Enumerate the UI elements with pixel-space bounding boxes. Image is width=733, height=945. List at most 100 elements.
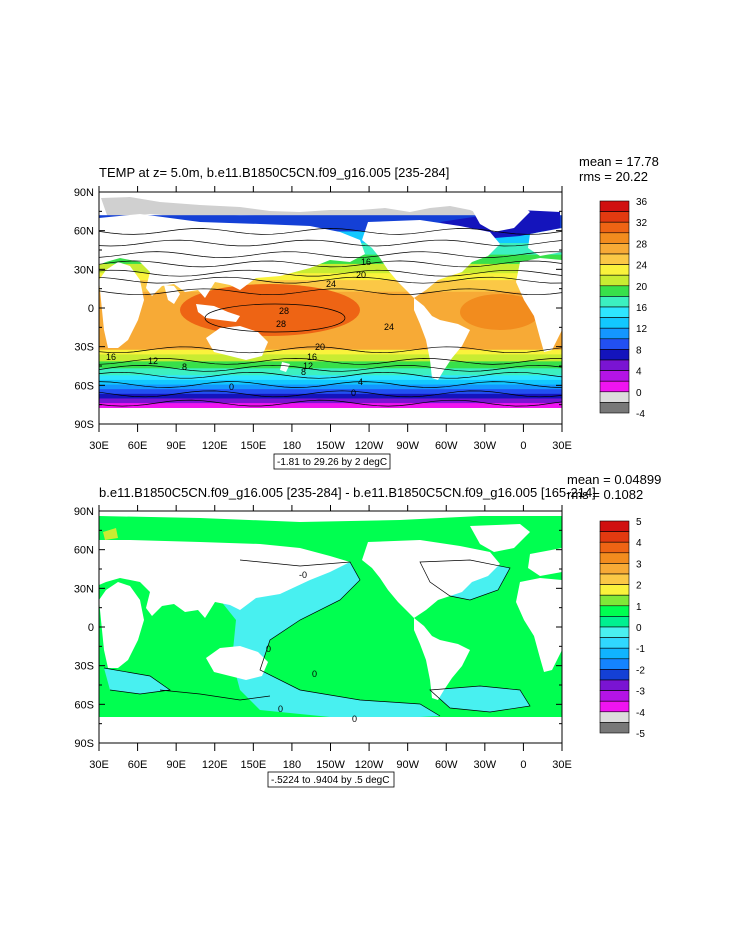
- sst-band: [99, 361, 562, 369]
- mean-label: mean = 17.78: [579, 154, 659, 169]
- lon-label: 150W: [316, 759, 345, 771]
- contour-label: 16: [106, 352, 116, 362]
- panel-title: TEMP at z= 5.0m, b.e11.B1850C5CN.f09_g16…: [99, 165, 449, 180]
- lon-label: 90W: [396, 759, 419, 771]
- warm-region: [460, 294, 540, 330]
- contour-line: [99, 399, 562, 407]
- mean-label: mean = 0.04899: [567, 472, 661, 487]
- contour-line: [419, 559, 511, 601]
- colorbar-box: [599, 679, 630, 691]
- colorbar-box: [599, 264, 630, 276]
- colorbar-label: -3: [636, 687, 645, 698]
- colorbar-box: [599, 327, 630, 340]
- lon-label: 60E: [128, 759, 148, 771]
- map-plot-area: [99, 192, 562, 424]
- colorbar-box: [599, 296, 630, 308]
- svg-text:-1.81 to 29.26 by 2 degC: -1.81 to 29.26 by 2 degC: [277, 457, 387, 468]
- colorbar-box: [599, 391, 630, 403]
- svg-text:-.5224 to .9404 by .5 degC: -.5224 to .9404 by .5 degC: [271, 775, 389, 786]
- contour-label: 0: [352, 714, 357, 724]
- contour-line: [99, 390, 562, 398]
- lat-label: 90N: [74, 506, 94, 518]
- colorbar-box: [599, 370, 630, 382]
- colorbar-box: [599, 380, 630, 393]
- contour-line: [99, 288, 562, 296]
- contour-line: [99, 381, 562, 388]
- contour-label-group: 16 20 24 28 28 24 20 16 12 8 16 12 8 4 0…: [106, 257, 394, 398]
- colorbar-label: 28: [636, 239, 648, 250]
- sst-band: [99, 389, 562, 395]
- colorbar-box: [599, 722, 630, 734]
- colorbar-box: [599, 637, 630, 649]
- sst-band: [99, 398, 562, 404]
- sst-band: [99, 379, 562, 386]
- colorbar-label: 4: [636, 538, 642, 549]
- colorbar-box: [599, 563, 630, 575]
- lon-label: 120W: [355, 759, 384, 771]
- colorbar-box: [599, 690, 630, 702]
- lon-label: 150E: [240, 759, 266, 771]
- lon-label: 30E: [552, 759, 572, 771]
- colorbar-label: 8: [636, 345, 642, 356]
- colorbar-label: 2: [636, 581, 642, 592]
- colorbar-label: 20: [636, 282, 648, 293]
- lon-label: 0: [520, 759, 526, 771]
- contour-label: 20: [356, 270, 366, 280]
- lon-label: 60W: [435, 759, 458, 771]
- contour-label: 24: [326, 279, 336, 289]
- colorbar-label: 0: [636, 388, 642, 399]
- lat-label: 90S: [74, 419, 94, 431]
- contour-label: 12: [303, 361, 313, 371]
- colorbar-box: [599, 520, 630, 532]
- lon-label: 30W: [474, 759, 497, 771]
- contour-label: -0: [299, 570, 307, 580]
- lon-labels: 30E 60E 90E 120E 150E 180 150W 120W 90W 60W 30W 0 30…: [89, 440, 572, 452]
- range-box: -1.81 to 29.26 by 2 degC: [273, 453, 391, 470]
- contour-label: 28: [276, 319, 286, 329]
- land: [99, 511, 562, 743]
- sst-panel: TEMP at z= 5.0m, b.e11.B1850C5CN.f09_g16…: [74, 154, 659, 470]
- lat-label: 30S: [74, 661, 94, 673]
- contour-line: [99, 269, 562, 277]
- contour-label: 16: [361, 257, 371, 267]
- colorbar: 5 4 3 2 1 0 -1 -2 -3 -4 -5: [599, 517, 645, 740]
- contour-label: 8: [301, 367, 306, 377]
- panel-title: b.e11.B1850C5CN.f09_g16.005 [235-284] - …: [99, 485, 596, 500]
- lat-label: 60N: [74, 545, 94, 557]
- lon-label: 150W: [316, 440, 345, 452]
- contour-label: 0: [278, 704, 283, 714]
- contour-line: [239, 559, 441, 717]
- lat-label: 60S: [74, 699, 94, 711]
- contour-label-group: 0 0 0 0 -0: [266, 570, 357, 724]
- lon-label: 30E: [89, 440, 109, 452]
- colorbar-box: [599, 253, 630, 265]
- colorbar-box: [599, 338, 630, 350]
- colorbar-box: [599, 232, 630, 244]
- lat-label: 90N: [74, 187, 94, 199]
- colorbar-box: [599, 658, 630, 670]
- contour-label: 28: [279, 306, 289, 316]
- contour-label: 16: [307, 352, 317, 362]
- contour-line: [429, 685, 531, 713]
- sst-band: [99, 368, 562, 376]
- axis-ticks: [98, 505, 563, 751]
- lat-label: 30N: [74, 264, 94, 276]
- rms-label: rms = 20.22: [579, 169, 648, 184]
- contour-line: [99, 364, 562, 372]
- sst-band: [99, 273, 562, 281]
- lon-label: 120E: [202, 759, 228, 771]
- colorbar-box: [599, 700, 630, 713]
- contour-line: [103, 667, 171, 695]
- colorbar-box: [599, 573, 630, 585]
- lon-label: 180: [283, 440, 301, 452]
- colorbar-label: 4: [636, 367, 642, 378]
- colorbar-box: [599, 200, 630, 212]
- lat-label: 30N: [74, 583, 94, 595]
- contour-line: [99, 228, 562, 235]
- colorbar-box: [599, 647, 630, 660]
- lon-label: 90E: [166, 759, 186, 771]
- contour-lines: [103, 559, 531, 717]
- axis-ticks: [98, 186, 563, 432]
- sst-band: [99, 263, 562, 274]
